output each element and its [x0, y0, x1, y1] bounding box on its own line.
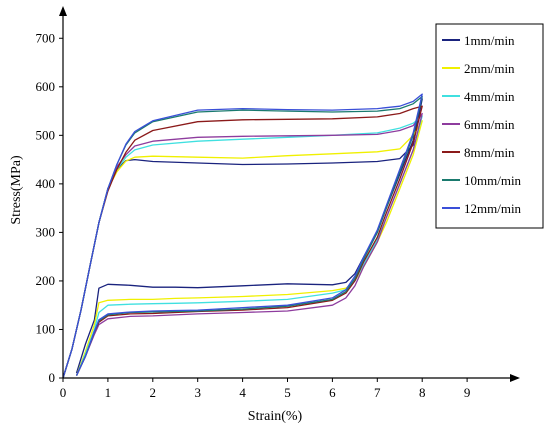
y-tick-label: 300	[36, 224, 56, 239]
x-tick-label: 1	[105, 385, 112, 400]
legend-label: 10mm/min	[464, 173, 522, 188]
y-tick-label: 100	[36, 321, 56, 336]
x-tick-label: 9	[464, 385, 471, 400]
x-tick-label: 8	[419, 385, 426, 400]
plot-lines	[62, 93, 423, 379]
y-axis-arrow-icon	[59, 6, 67, 16]
series-line-6mm-min	[62, 112, 423, 379]
y-tick-label: 0	[49, 370, 56, 385]
y-axis-title: Stress(MPa)	[9, 155, 24, 225]
x-axis-arrow-icon	[510, 374, 520, 382]
series-line-12mm-min	[62, 93, 423, 379]
x-tick-label: 5	[284, 385, 291, 400]
series-line-2mm-min	[62, 120, 423, 379]
x-tick-label: 4	[239, 385, 246, 400]
legend-box	[435, 23, 544, 229]
legend-label: 2mm/min	[464, 61, 515, 76]
legend: 1mm/min 2mm/min 4mm/min 6mm/min 8mm/min 10mm/…	[435, 23, 544, 229]
x-tick-label: 6	[329, 385, 336, 400]
x-axis-title: Strain(%)	[248, 409, 303, 424]
legend-label: 8mm/min	[464, 145, 515, 160]
x-tick-label: 2	[150, 385, 157, 400]
x-tick-label: 3	[194, 385, 201, 400]
legend-label: 6mm/min	[464, 117, 515, 132]
series-line-8mm-min	[62, 105, 423, 379]
axes: 0 1 2 3 4 5 6 7 8 9 0 100 200 300 400 500 600 700	[36, 6, 520, 400]
legend-label: 4mm/min	[464, 89, 515, 104]
series-line-1mm-min	[62, 98, 423, 379]
y-tick-label: 200	[36, 273, 56, 288]
x-tick-label: 0	[60, 385, 67, 400]
y-tick-label: 500	[36, 127, 56, 142]
x-tick-label: 7	[374, 385, 381, 400]
legend-label: 12mm/min	[464, 201, 522, 216]
legend-label: 1mm/min	[464, 33, 515, 48]
y-tick-label: 400	[36, 176, 56, 191]
y-tick-label: 600	[36, 79, 56, 94]
y-tick-label: 700	[36, 30, 56, 45]
